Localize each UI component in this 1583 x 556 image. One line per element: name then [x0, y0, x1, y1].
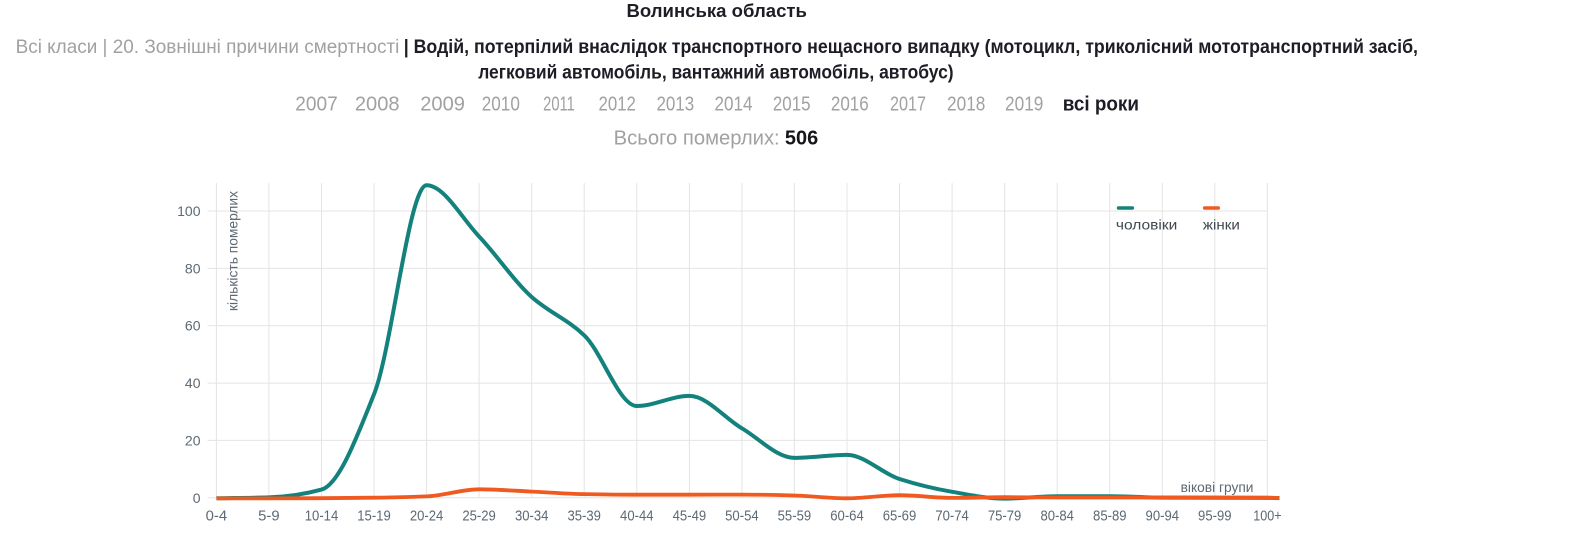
svg-text:100: 100: [177, 203, 201, 219]
svg-text:95-99: 95-99: [1198, 508, 1232, 524]
svg-text:чоловіки: чоловіки: [1116, 217, 1177, 233]
svg-text:2010: 2010: [482, 92, 520, 115]
svg-text:506: 506: [785, 127, 818, 149]
svg-text:2012: 2012: [599, 92, 636, 115]
svg-text:жінки: жінки: [1203, 217, 1240, 233]
svg-text:40-44: 40-44: [620, 508, 654, 524]
svg-text:70-74: 70-74: [935, 508, 969, 524]
svg-text:20: 20: [185, 432, 201, 448]
svg-text:2008: 2008: [355, 92, 400, 115]
svg-text:20-24: 20-24: [410, 508, 444, 524]
svg-text:2019: 2019: [1005, 92, 1043, 115]
svg-text:Всього померлих:: Всього померлих:: [614, 127, 780, 149]
svg-text:2017: 2017: [890, 92, 926, 115]
svg-text:5-9: 5-9: [258, 508, 280, 524]
svg-text:легковий автомобіль, вантажний: легковий автомобіль, вантажний автомобіл…: [478, 61, 953, 83]
svg-text:0: 0: [193, 490, 201, 506]
svg-text:Волинська область: Волинська область: [627, 1, 807, 21]
svg-text:2015: 2015: [773, 92, 811, 115]
svg-text:| Водій, потерпілий внаслідок: | Водій, потерпілий внаслідок транспортн…: [404, 36, 1418, 58]
svg-text:65-69: 65-69: [883, 508, 917, 524]
svg-text:85-89: 85-89: [1093, 508, 1127, 524]
svg-text:всі роки: всі роки: [1063, 92, 1139, 115]
svg-text:0-4: 0-4: [206, 508, 228, 524]
svg-text:25-29: 25-29: [462, 508, 496, 524]
svg-text:45-49: 45-49: [673, 508, 707, 524]
svg-text:10-14: 10-14: [305, 508, 339, 524]
svg-text:кількість померлих: кількість померлих: [224, 191, 240, 311]
svg-text:60-64: 60-64: [830, 508, 864, 524]
svg-text:40: 40: [185, 375, 201, 391]
svg-text:Всі класи | 20. Зовнішні причи: Всі класи | 20. Зовнішні причини смертно…: [16, 36, 400, 58]
svg-text:2016: 2016: [831, 92, 869, 115]
svg-text:2011: 2011: [543, 92, 575, 115]
svg-text:35-39: 35-39: [567, 508, 601, 524]
svg-text:2013: 2013: [656, 92, 694, 115]
svg-text:50-54: 50-54: [725, 508, 759, 524]
svg-text:2009: 2009: [420, 92, 465, 115]
svg-text:2014: 2014: [715, 92, 753, 115]
svg-text:30-34: 30-34: [515, 508, 549, 524]
svg-text:вікові групи: вікові групи: [1181, 479, 1254, 495]
svg-text:2018: 2018: [947, 92, 985, 115]
svg-text:100+: 100+: [1253, 508, 1281, 524]
svg-text:90-94: 90-94: [1146, 508, 1180, 524]
svg-text:60: 60: [185, 318, 201, 334]
svg-text:2007: 2007: [295, 92, 337, 115]
svg-text:75-79: 75-79: [988, 508, 1022, 524]
svg-text:80-84: 80-84: [1040, 508, 1074, 524]
svg-text:55-59: 55-59: [778, 508, 812, 524]
svg-text:80: 80: [185, 260, 201, 276]
svg-text:15-19: 15-19: [357, 508, 391, 524]
